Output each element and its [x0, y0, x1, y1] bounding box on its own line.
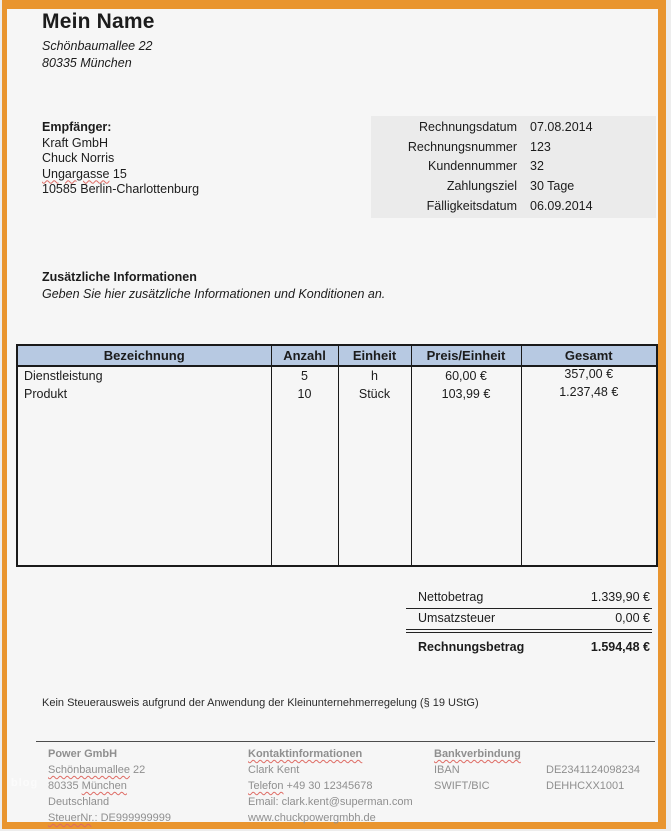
meta-label: Fälligkeitsdatum	[426, 199, 517, 214]
footer-company-street: Schönbaumallee 22	[48, 762, 238, 778]
spellcheck-word: Schönbaumallee	[48, 764, 130, 776]
footer-contact-phone: Telefon +49 30 12345678	[248, 778, 433, 794]
additional-info-block: Zusätzliche Informationen Geben Sie hier…	[42, 269, 385, 303]
sender-street: Schönbaumallee 22	[42, 39, 153, 53]
additional-info-title: Zusätzliche Informationen	[42, 270, 197, 284]
meta-value: 32	[530, 159, 544, 174]
recipient-city: 10585 Berlin-Charlottenburg	[42, 182, 200, 196]
spellcheck-word: Telefon	[248, 780, 284, 792]
footer-company-column: Power GmbH Schönbaumallee 22 80335 Münch…	[48, 746, 238, 826]
footer-company-zip: 80335	[48, 780, 82, 792]
table-filler-cell	[270, 404, 339, 566]
item-quantity: 5	[270, 366, 339, 385]
footer-contact-name: Clark Kent	[248, 764, 300, 776]
item-quantity: 10	[270, 385, 339, 404]
spellcheck-word: München	[81, 780, 127, 792]
recipient-street-number: 15	[109, 166, 127, 181]
totals-value: 0,00 €	[615, 611, 650, 625]
additional-info-subtitle: Geben Sie hier zusätzliche Informationen…	[42, 287, 386, 301]
iban-value: DE2341124098234	[546, 764, 640, 776]
swift-label: SWIFT/BIC	[434, 780, 490, 792]
iban-label: IBAN	[434, 764, 460, 776]
footer-company-street-number: 22	[129, 764, 146, 776]
footer-contact-email: Email: clark.kent@superman.com	[248, 796, 413, 808]
item-total: 1.237,48 €	[520, 385, 658, 404]
table-filler-row	[16, 404, 658, 566]
footer-contact-column: Kontaktinformationen Clark Kent Telefon …	[248, 746, 433, 826]
footer-contact-website: www.chuckpowergmbh.de	[248, 812, 376, 824]
footer-company-city: 80335 München	[48, 778, 238, 794]
totals-value: 1.339,90 €	[590, 590, 650, 604]
col-header-bezeichnung: Bezeichnung	[16, 344, 272, 367]
table-filler-cell	[337, 404, 412, 566]
blog-watermark: blog	[11, 777, 39, 789]
sender-city: 80335 München	[42, 56, 132, 70]
totals-block: Nettobetrag 1.339,90 € Umsatzsteuer 0,00…	[406, 588, 652, 658]
item-description: Dienstleistung	[16, 366, 272, 385]
footer-bank-details: IBAN DE2341124098234 SWIFT/BIC DEHHCXX10…	[434, 762, 654, 794]
recipient-person: Chuck Norris	[42, 151, 115, 165]
line-items-table: Bezeichnung Anzahl Einheit Preis/Einheit…	[16, 344, 658, 567]
spellcheck-word: Ungargasse	[42, 166, 110, 181]
footer-divider	[36, 741, 655, 742]
totals-row-netto: Nettobetrag 1.339,90 €	[406, 588, 652, 609]
sender-address: Schönbaumallee 22 80335 München	[42, 38, 153, 72]
item-description: Produkt	[16, 385, 272, 404]
footer-contact-phone-number: +49 30 12345678	[283, 780, 373, 792]
totals-label: Umsatzsteuer	[418, 611, 496, 625]
recipient-company: Kraft GmbH	[42, 135, 108, 150]
meta-label: Rechnungsnummer	[407, 139, 517, 154]
col-header-preis-einheit: Preis/Einheit	[410, 344, 522, 367]
footer-company-title: Power GmbH	[48, 748, 118, 760]
totals-label: Nettobetrag	[418, 590, 484, 604]
grand-total-label: Rechnungsbetrag	[418, 640, 525, 654]
table-header-row: Bezeichnung Anzahl Einheit Preis/Einheit…	[16, 344, 658, 367]
table-row: Produkt 10 Stück 103,99 € 1.237,48 €	[16, 385, 658, 404]
recipient-block: Empfänger: Kraft GmbH Chuck Norris Ungar…	[42, 120, 199, 198]
item-total: 357,00 €	[520, 366, 658, 385]
item-unit: h	[337, 366, 412, 385]
meta-label: Rechnungsdatum	[419, 119, 517, 134]
recipient-street: Ungargasse 15	[42, 167, 199, 183]
meta-label: Zahlungsziel	[446, 179, 517, 194]
footer-bank-column: Bankverbindung IBAN DE2341124098234 SWIF…	[434, 746, 654, 794]
meta-value: 06.09.2014	[530, 199, 593, 214]
col-header-anzahl: Anzahl	[270, 344, 339, 367]
item-unit-price: 103,99 €	[410, 385, 522, 404]
swift-value: DEHHCXX1001	[546, 780, 625, 792]
meta-value: 30 Tage	[530, 179, 575, 194]
footer-company-taxid: SteuerNr.: DE999999999	[48, 810, 238, 826]
totals-row-grand-total: Rechnungsbetrag 1.594,48 €	[406, 633, 652, 658]
table-filler-cell	[410, 404, 522, 566]
table-filler-cell	[520, 404, 658, 566]
totals-row-tax: Umsatzsteuer 0,00 €	[406, 609, 652, 633]
meta-value: 123	[530, 139, 551, 154]
item-unit: Stück	[337, 385, 412, 404]
footer-contact-title: Kontaktinformationen	[248, 748, 363, 760]
recipient-label: Empfänger:	[42, 120, 112, 134]
table-filler-cell	[16, 404, 272, 566]
spellcheck-word: SteuerNr	[48, 812, 92, 824]
meta-value: 07.08.2014	[530, 119, 593, 134]
col-header-gesamt: Gesamt	[520, 344, 658, 367]
footer-company-country: Deutschland	[48, 796, 110, 808]
footer-bank-title: Bankverbindung	[434, 748, 521, 760]
table-row: Dienstleistung 5 h 60,00 € 357,00 €	[16, 366, 658, 385]
tax-exemption-note: Kein Steuerausweis aufgrund der Anwendun…	[42, 697, 479, 709]
invoice-meta-box: Rechnungsdatum 07.08.2014 Rechnungsnumme…	[371, 116, 656, 218]
meta-label: Kundennummer	[428, 159, 517, 174]
col-header-einheit: Einheit	[337, 344, 412, 367]
footer-company-taxid-value: .: DE999999999	[91, 812, 171, 824]
sender-name: Mein Name	[42, 10, 155, 33]
grand-total-value: 1.594,48 €	[590, 640, 650, 654]
item-unit-price: 60,00 €	[410, 366, 522, 385]
